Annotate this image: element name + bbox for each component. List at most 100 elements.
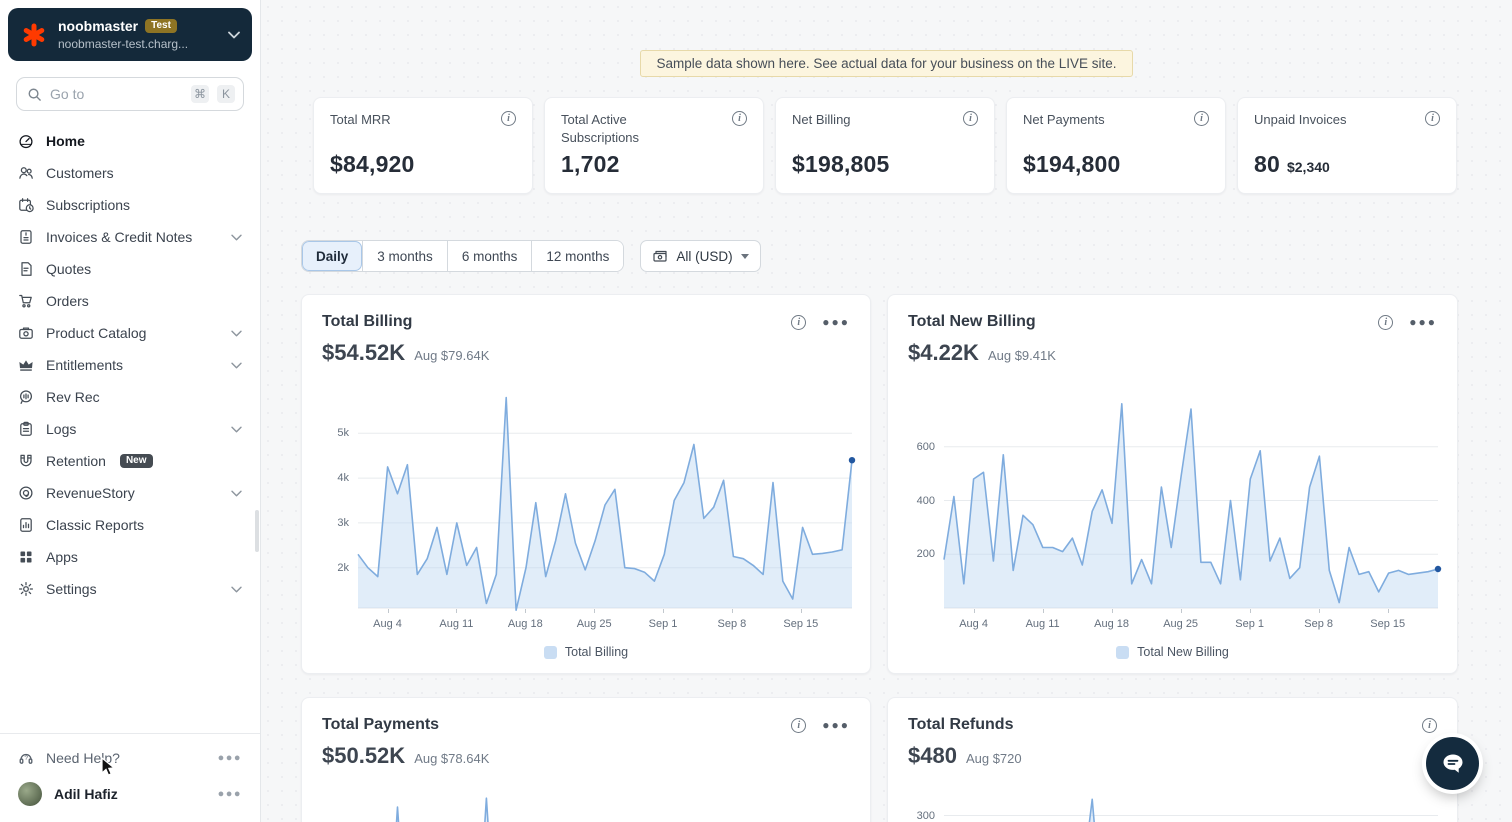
y-axis-label: 600 <box>916 441 935 453</box>
chart-title: Total Refunds <box>908 716 1014 733</box>
info-icon[interactable]: i <box>791 314 807 330</box>
x-axis-label: Aug 25 <box>1163 618 1199 630</box>
dashboard-icon <box>18 133 34 149</box>
range-button-3-months[interactable]: 3 months <box>362 241 447 271</box>
chart-plot <box>943 403 1442 609</box>
y-axis-label: 200 <box>916 548 935 560</box>
search-input[interactable] <box>50 86 183 102</box>
chart-compare-value: Aug $720 <box>965 751 1022 766</box>
area-chart <box>322 796 850 822</box>
sidebar-item-subscriptions[interactable]: Subscriptions <box>8 189 252 221</box>
stat-card-net-billing: Net Billing i $198,805 <box>775 97 995 194</box>
card-menu-icon[interactable]: ●●● <box>822 718 850 732</box>
range-button-6-months[interactable]: 6 months <box>446 241 532 271</box>
sidebar-item-label: Subscriptions <box>46 197 131 213</box>
stat-label: Total Active Subscriptions <box>561 112 640 145</box>
sidebar-item-apps[interactable]: Apps <box>8 541 252 573</box>
need-help-label: Need Help? <box>46 750 120 766</box>
x-axis-tick <box>456 609 458 613</box>
stat-label: Net Billing <box>792 112 851 127</box>
sidebar-item-revenuestory[interactable]: RevenueStory <box>8 477 252 509</box>
chart-value: $4.22K <box>908 340 979 365</box>
card-menu-icon[interactable]: ●●● <box>1409 315 1437 329</box>
sidebar-item-label: Apps <box>46 549 78 565</box>
x-axis-tick <box>525 609 527 613</box>
currency-dropdown[interactable]: All (USD) <box>640 240 761 272</box>
stat-card-net-payments: Net Payments i $194,800 <box>1006 97 1226 194</box>
sidebar-item-customers[interactable]: Customers <box>8 157 252 189</box>
chart-plot <box>357 396 856 611</box>
info-icon[interactable]: i <box>963 111 978 126</box>
sidebar-scrollbar[interactable] <box>255 510 259 552</box>
sidebar-item-home[interactable]: Home <box>8 125 252 157</box>
settings-icon <box>18 581 34 597</box>
legend-item[interactable]: Total Billing <box>322 645 850 659</box>
sidebar-item-classic-reports[interactable]: Classic Reports <box>8 509 252 541</box>
info-icon[interactable]: i <box>501 111 516 126</box>
info-icon[interactable]: i <box>1194 111 1209 126</box>
info-icon[interactable]: i <box>1378 314 1394 330</box>
site-switcher[interactable]: noobmaster Test noobmaster-test.charg... <box>8 8 252 61</box>
svg-text:?: ? <box>24 755 28 762</box>
x-axis-label: Aug 11 <box>1025 618 1060 630</box>
sidebar-item-label: Logs <box>46 421 77 437</box>
stat-value: 80 <box>1254 151 1280 177</box>
k-keycap: K <box>217 85 235 103</box>
y-axis: 2k 3k 4k 5k <box>322 393 358 609</box>
sidebar-item-retention[interactable]: Retention New <box>8 445 252 477</box>
sidebar-item-quotes[interactable]: Quotes <box>8 253 252 285</box>
legend-label: Total Billing <box>564 645 629 659</box>
revenuestory-icon <box>18 485 34 501</box>
y-axis-label: 4k <box>337 472 349 484</box>
x-axis-label: Aug 18 <box>507 618 543 630</box>
sidebar-item-product-catalog[interactable]: Product Catalog <box>8 317 252 349</box>
range-button-daily[interactable]: Daily <box>302 241 363 271</box>
chart-card-total-billing: Total Billing i ●●● $54.52K Aug $79.64K … <box>301 294 871 674</box>
x-axis-label: Sep 15 <box>783 618 819 630</box>
sidebar-item-settings[interactable]: Settings <box>8 573 252 605</box>
x-axis-label: Sep 15 <box>1370 618 1406 630</box>
info-icon[interactable]: i <box>1425 111 1440 126</box>
chevron-down-icon <box>228 26 240 44</box>
chevron-down-icon <box>231 586 242 593</box>
sidebar-item-invoices-credit-notes[interactable]: Invoices & Credit Notes <box>8 221 252 253</box>
retention-icon <box>18 453 34 469</box>
new-badge: New <box>119 454 153 468</box>
user-row[interactable]: Adil Hafiz ●●● <box>8 776 252 812</box>
y-axis: 300 <box>908 796 944 822</box>
y-axis: 200 400 600 <box>908 393 944 609</box>
sidebar-item-rev-rec[interactable]: Rev Rec <box>8 381 252 413</box>
sidebar-item-label: Classic Reports <box>46 517 145 533</box>
x-axis-label: Aug 4 <box>373 618 402 630</box>
y-axis-label: 400 <box>916 495 935 507</box>
stat-value: $194,800 <box>1023 151 1121 177</box>
sidebar-item-label: Rev Rec <box>46 389 100 405</box>
x-axis-label: Sep 8 <box>717 618 747 630</box>
chart-card-total-payments: Total Payments i ●●● $50.52K Aug $78.64K… <box>301 697 871 822</box>
chat-widget-button[interactable] <box>1426 737 1479 790</box>
sidebar-item-orders[interactable]: Orders <box>8 285 252 317</box>
info-icon[interactable]: i <box>732 111 747 126</box>
test-badge: Test <box>145 19 177 33</box>
sidebar-item-entitlements[interactable]: Entitlements <box>8 349 252 381</box>
sidebar-nav: Home Customers Subscriptions Invoices & Cre… <box>0 125 260 733</box>
sidebar-item-label: Retention <box>46 453 106 469</box>
global-search: ⌘ K <box>16 77 244 111</box>
legend-item[interactable]: Total New Billing <box>908 645 1437 659</box>
y-axis-label: 2k <box>337 562 349 574</box>
card-menu-icon[interactable]: ●●● <box>822 315 850 329</box>
sidebar-item-label: Invoices & Credit Notes <box>46 229 193 245</box>
info-icon[interactable]: i <box>1422 717 1437 733</box>
help-menu-icon[interactable]: ●●● <box>217 752 242 764</box>
info-icon[interactable]: i <box>791 717 807 733</box>
subscriptions-icon <box>18 197 34 213</box>
x-axis: Aug 4 Aug 11 Aug 18 Aug 25 Sep 1 Sep 8 Sep 15 <box>358 609 850 641</box>
sidebar-item-logs[interactable]: Logs <box>8 413 252 445</box>
chevron-down-icon <box>231 426 242 433</box>
user-menu-icon[interactable]: ●●● <box>217 788 242 800</box>
area-chart: 2k 3k 4k 5k <box>322 393 856 611</box>
y-axis <box>322 796 358 822</box>
need-help-row[interactable]: ? Need Help? ●●● <box>8 740 252 776</box>
stat-value: $198,805 <box>792 151 890 177</box>
range-button-12-months[interactable]: 12 months <box>531 241 624 271</box>
